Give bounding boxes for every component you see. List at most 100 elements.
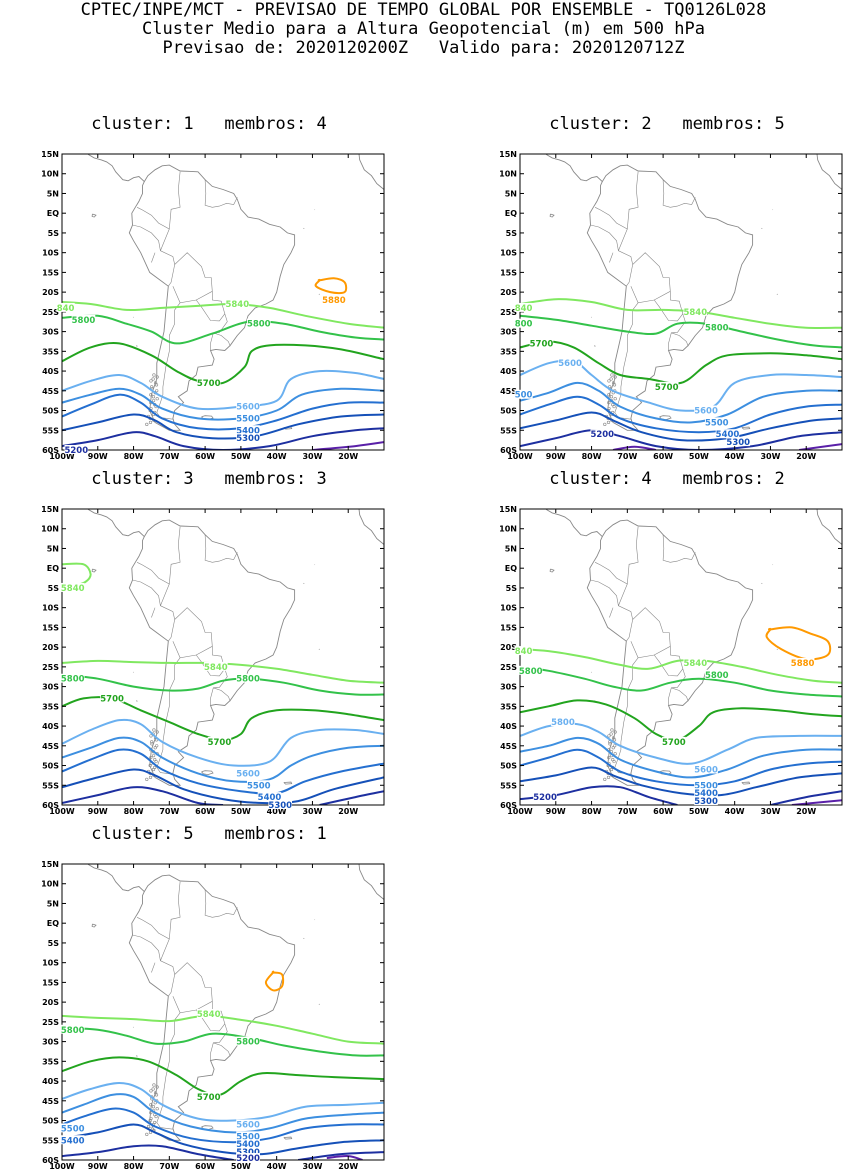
island [613, 405, 616, 408]
lat-label: 10N [41, 170, 59, 179]
geopotential-map: 15N10N5NEQ5S10S15S20S25S30S35S40S45S50S5… [0, 489, 400, 819]
island [153, 729, 156, 732]
country-border [609, 608, 613, 618]
country-border [151, 963, 155, 973]
lat-label: 35S [42, 702, 59, 711]
lon-label: 70W [617, 807, 637, 816]
contour-label: 800 [515, 320, 533, 330]
lat-label: 5S [48, 584, 60, 593]
lon-label: 40W [267, 452, 287, 461]
contour-5300 [62, 769, 384, 803]
island [614, 752, 617, 755]
island [150, 1090, 153, 1093]
lon-label: 90W [88, 452, 108, 461]
lat-label: 10S [42, 249, 59, 258]
panel-title: cluster: 3 membros: 3 [34, 469, 384, 489]
panel-title: cluster: 2 membros: 5 [492, 114, 842, 134]
contour-label: 5300 [236, 434, 260, 444]
contour-label: 840 [57, 304, 75, 314]
lat-label: 20S [42, 288, 59, 297]
contour-label: 5700 [100, 694, 124, 704]
island [284, 782, 292, 784]
contour-label: 5600 [236, 403, 260, 413]
country-border [160, 939, 174, 996]
island [152, 1105, 155, 1108]
contour-label: 5600 [236, 769, 260, 779]
coastline-africa [359, 509, 384, 547]
island [152, 1088, 155, 1091]
coastline-central-america [520, 146, 602, 182]
coastline-central-america [62, 501, 144, 536]
island [152, 395, 155, 398]
lat-label: 10S [500, 604, 517, 613]
lon-label: 80W [582, 807, 602, 816]
island [156, 397, 159, 400]
contour-5880 [766, 627, 830, 659]
coastline-central-america [520, 501, 602, 536]
contour-5880 [316, 278, 347, 293]
lat-label: 15N [499, 150, 517, 159]
lat-label: 20S [500, 288, 517, 297]
lat-label: EQ [47, 564, 59, 573]
island [607, 421, 610, 424]
lon-label: 90W [546, 452, 566, 461]
island [742, 782, 750, 784]
geopotential-map: 15N10N5NEQ5S10S15S20S25S30S35S40S45S50S5… [0, 844, 400, 1174]
island [610, 395, 613, 398]
contour-5300 [62, 414, 384, 438]
island [610, 378, 613, 381]
island [92, 214, 96, 217]
lon-label: 80W [582, 452, 602, 461]
lat-label: 45S [42, 387, 59, 396]
lat-label: EQ [505, 564, 517, 573]
lat-label: 50S [42, 1117, 59, 1126]
lat-label: 10N [499, 525, 517, 534]
contour-label: 5800 [705, 671, 729, 681]
panel-title: cluster: 4 membros: 2 [492, 469, 842, 489]
panel-title: cluster: 5 membros: 1 [34, 824, 384, 844]
contour-label: 5600 [558, 359, 582, 369]
lat-label: 30S [42, 683, 59, 692]
contour-label: 5200 [533, 793, 557, 803]
lat-label: 30S [500, 683, 517, 692]
coastline-central-america [62, 146, 144, 182]
lat-label: 15S [500, 268, 517, 277]
contour-5500 [62, 1094, 384, 1132]
panel-title: cluster: 1 membros: 4 [34, 114, 384, 134]
lat-label: 50S [42, 407, 59, 416]
contour-label: 5700 [197, 1093, 221, 1103]
contour-label: 500 [515, 391, 533, 401]
island [614, 397, 617, 400]
island [92, 924, 96, 927]
contour-label: 5300 [268, 801, 292, 811]
lat-label: 10N [41, 525, 59, 534]
contour-5200 [320, 791, 384, 805]
coastline-africa [817, 509, 842, 547]
island [607, 776, 610, 779]
contour-label: 5840 [683, 308, 707, 318]
lat-label: 5S [506, 584, 518, 593]
contour-label: 5400 [61, 1136, 85, 1146]
lon-label: 60W [195, 1162, 215, 1171]
lat-label: 45S [500, 742, 517, 751]
lat-label: 40S [42, 1077, 59, 1086]
header-line-3: Previsao de: 2020120200Z Valido para: 20… [0, 39, 847, 57]
lon-label: 60W [653, 807, 673, 816]
coastline-africa [817, 154, 842, 192]
contour-label: 5700 [197, 379, 221, 389]
lon-label: 20W [338, 807, 358, 816]
lon-label: 80W [124, 807, 144, 816]
contour-5400 [520, 750, 842, 786]
contour-5800 [520, 316, 842, 348]
lon-label: 40W [725, 452, 745, 461]
contour-label: 5700 [208, 738, 232, 748]
lat-label: 15N [41, 150, 59, 159]
geopotential-map: 15N10N5NEQ5S10S15S20S25S30S35S40S45S50S5… [458, 134, 847, 464]
contour-5840 [62, 1016, 384, 1044]
contour-label: 5800 [551, 718, 575, 728]
lat-label: 35S [42, 347, 59, 356]
contour-5400 [62, 749, 384, 793]
